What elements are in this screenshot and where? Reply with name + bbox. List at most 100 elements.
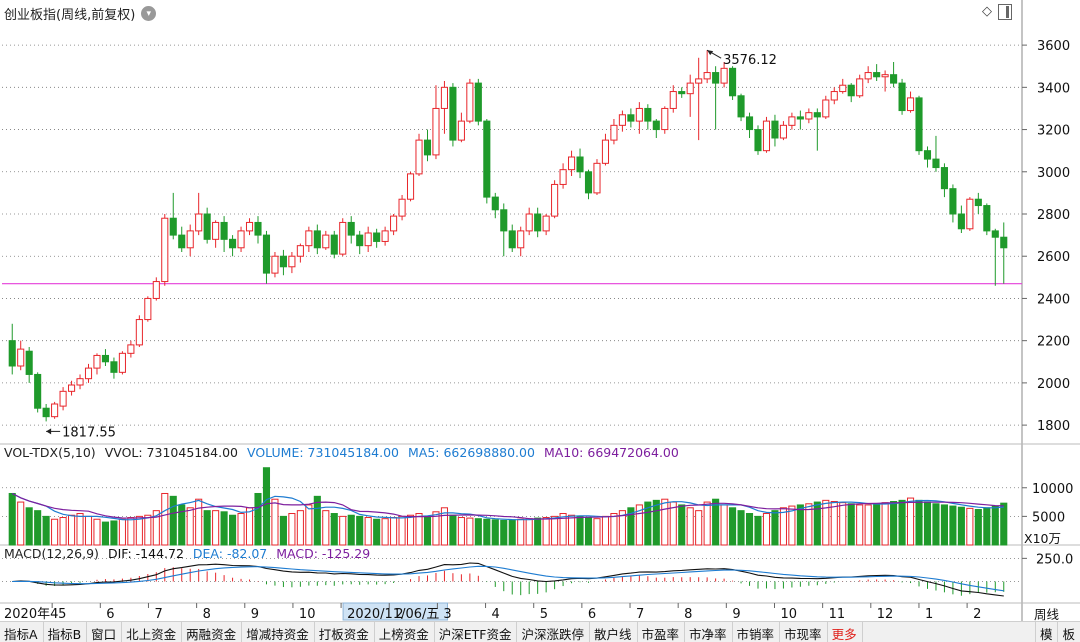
volume-bar: [347, 514, 355, 546]
candle-body: [610, 124, 618, 141]
volume-bar: [203, 510, 211, 546]
volume-bar: [457, 517, 465, 546]
tab-module[interactable]: 模: [1034, 622, 1058, 642]
candle-body: [390, 215, 398, 232]
candle-body: [17, 348, 25, 367]
candle-body: [584, 171, 593, 194]
tab-limit-up-down[interactable]: 沪深涨跌停: [517, 622, 590, 642]
volume-bar: [229, 514, 237, 546]
volume-bar: [262, 467, 271, 546]
tab-pe-ratio[interactable]: 市盈率: [638, 622, 686, 642]
volume-bar: [644, 501, 652, 546]
macd-legend: MACD(12,26,9) DIF: -144.72 DEA: -82.07 M…: [4, 546, 370, 561]
tab-retail-line[interactable]: 散户线: [590, 622, 638, 642]
volume-bar: [873, 503, 881, 546]
candle-body: [339, 221, 347, 255]
candle-body: [330, 234, 338, 255]
tab-window[interactable]: 窗口: [87, 622, 123, 642]
candle-body: [788, 116, 796, 126]
candle-body: [110, 361, 118, 373]
tab-ps-ratio[interactable]: 市销率: [733, 622, 781, 642]
candle-body: [322, 234, 330, 249]
volume-unit-label: X10万: [1024, 531, 1061, 546]
x-axis-label: 9: [732, 607, 740, 621]
tab-limit-board-funds[interactable]: 打板资金: [315, 622, 375, 642]
candle-body: [127, 344, 135, 354]
candlestick-series: [8, 50, 1008, 422]
x-axis-cursor-box: [342, 602, 448, 621]
tab-etf-funds[interactable]: 沪深ETF资金: [435, 622, 518, 642]
candle-body: [203, 213, 211, 240]
volume-indicator-title[interactable]: VOL-TDX(5,10): [4, 445, 96, 460]
volume-bar: [390, 517, 398, 546]
candle-body: [525, 213, 533, 232]
volume-bar: [686, 507, 694, 546]
volume-bar: [161, 492, 169, 546]
candle-body: [669, 91, 677, 109]
x-axis-label: 2: [973, 607, 981, 621]
tab-more[interactable]: 更多: [828, 622, 863, 642]
volume-bar: [601, 515, 610, 546]
candle-body: [93, 354, 101, 369]
macd-indicator-title[interactable]: MACD(12,26,9): [4, 546, 99, 561]
candle-body: [152, 281, 160, 299]
candle-body: [966, 198, 974, 230]
tab-northbound-funds[interactable]: 北上资金: [122, 622, 183, 642]
volume-bar: [898, 499, 906, 546]
volume-bar: [737, 510, 745, 546]
x-axis-label: 7: [636, 607, 644, 621]
volume-bar: [491, 519, 499, 546]
candle-body: [245, 221, 254, 232]
volume-bar: [356, 515, 364, 546]
chevron-down-icon[interactable]: ▾: [141, 6, 157, 21]
chart-canvas[interactable]: 3600 3400 3200 3000 2800 2600 2400 2200 2000 1800…: [0, 0, 1080, 621]
volume-bar: [449, 514, 457, 546]
candle-body: [779, 124, 787, 139]
volume-bar: [551, 515, 559, 546]
candle-body: [161, 217, 169, 283]
volume-bar: [991, 505, 999, 546]
tab-indicator-b[interactable]: 指标B: [44, 622, 88, 642]
candle-body: [652, 120, 660, 131]
volume-bar: [68, 514, 76, 546]
period-label[interactable]: 周线: [1034, 607, 1060, 622]
volume-bar: [822, 499, 830, 546]
candle-body: [881, 74, 889, 78]
tab-top-list-funds[interactable]: 上榜资金: [375, 622, 435, 642]
volume-bar: [152, 510, 160, 546]
volume-bar: [695, 510, 703, 546]
tab-pb-ratio[interactable]: 市净率: [685, 622, 733, 642]
volume-bar: [779, 507, 787, 546]
tab-indicator-a[interactable]: 指标A: [0, 622, 44, 642]
candle-body: [356, 234, 364, 247]
tab-margin-funds[interactable]: 两融资金: [182, 622, 243, 642]
candle-body: [805, 112, 813, 120]
volume-bar: [932, 503, 940, 546]
candle-body: [873, 72, 881, 78]
ma5-label: MA5: 662698880.00: [408, 445, 535, 460]
candle-body: [457, 120, 465, 141]
candle-body: [101, 354, 110, 363]
candle-body: [923, 150, 932, 160]
tab-holding-change-funds[interactable]: 增减持资金: [242, 622, 315, 642]
candle-body: [229, 238, 237, 249]
volume-bar: [788, 505, 796, 546]
volume-bar: [144, 514, 152, 546]
x-axis-label: 10: [780, 607, 797, 621]
scroll-box-icon[interactable]: [998, 4, 1012, 20]
price-tick-label: 3600: [1037, 39, 1070, 54]
diamond-icon[interactable]: ◇: [982, 4, 992, 19]
annotation-arrowhead: [707, 50, 714, 56]
volume-bar: [8, 492, 16, 546]
candle-body: [76, 378, 84, 386]
candle-body: [991, 230, 999, 238]
price-tick-label: 3000: [1037, 166, 1070, 181]
volume-bar: [729, 507, 737, 546]
candle-body: [949, 188, 957, 215]
volume-bar: [237, 513, 245, 546]
candle-body: [898, 82, 906, 112]
macd-dea-line: [12, 565, 1004, 592]
tab-pcf-ratio[interactable]: 市现率: [780, 622, 828, 642]
candle-body: [491, 196, 499, 211]
tab-board[interactable]: 板: [1057, 622, 1080, 642]
